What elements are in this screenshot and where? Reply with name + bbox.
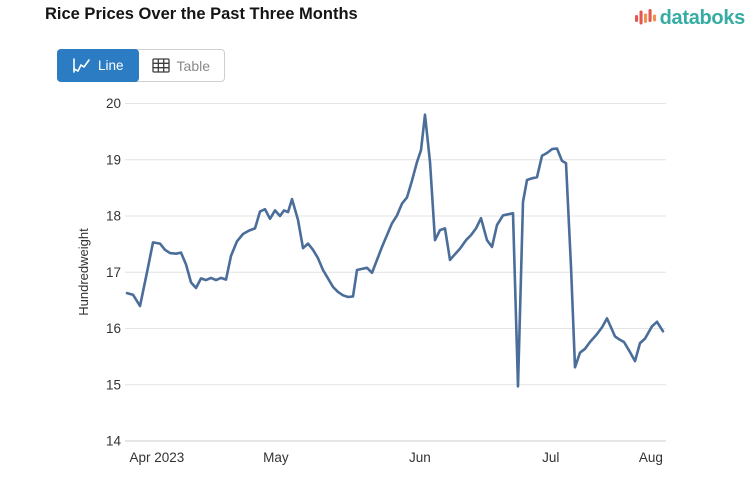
databoks-logo: databoks: [634, 6, 746, 30]
table-button-label: Table: [176, 57, 210, 74]
databoks-logo-icon: [634, 6, 658, 30]
y-tick-label: 17: [106, 265, 121, 280]
y-tick-label: 18: [106, 209, 121, 224]
table-view-button[interactable]: Table: [138, 50, 224, 81]
line-view-button[interactable]: Line: [57, 49, 139, 82]
y-tick-label: 19: [106, 152, 121, 167]
logo-bar: [639, 10, 643, 25]
x-tick-label: May: [263, 450, 289, 465]
logo-bar: [643, 13, 647, 23]
logo-bar: [634, 15, 638, 22]
page-title: Rice Prices Over the Past Three Months: [45, 5, 358, 23]
y-tick-label: 16: [106, 321, 121, 336]
x-tick-label: Aug: [639, 450, 663, 465]
chart-view-toggle: Line Table: [57, 49, 225, 82]
databoks-logo-text: databoks: [659, 6, 746, 29]
x-tick-label: Jul: [542, 450, 559, 465]
y-axis-title: Hundredweight: [76, 228, 91, 316]
y-tick-label: 15: [106, 377, 121, 392]
line-chart-icon: [72, 58, 91, 73]
x-tick-label: Apr 2023: [130, 450, 185, 465]
line-button-label: Line: [98, 58, 124, 73]
y-tick-label: 14: [106, 434, 122, 449]
logo-bar: [648, 9, 652, 22]
x-tick-label: Jun: [409, 450, 431, 465]
table-grid-icon: [151, 58, 170, 73]
y-tick-label: 20: [106, 96, 121, 111]
logo-bar: [652, 14, 656, 22]
price-line-series: [125, 113, 665, 388]
